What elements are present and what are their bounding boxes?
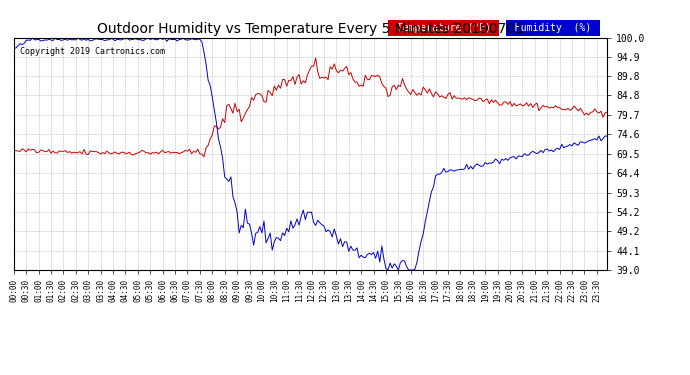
Title: Outdoor Humidity vs Temperature Every 5 Minutes 20190701: Outdoor Humidity vs Temperature Every 5 … <box>97 22 524 36</box>
Text: Copyright 2019 Cartronics.com: Copyright 2019 Cartronics.com <box>20 47 165 56</box>
Text: Humidity  (%): Humidity (%) <box>509 23 598 33</box>
Text: Temperature (°F): Temperature (°F) <box>391 23 496 33</box>
